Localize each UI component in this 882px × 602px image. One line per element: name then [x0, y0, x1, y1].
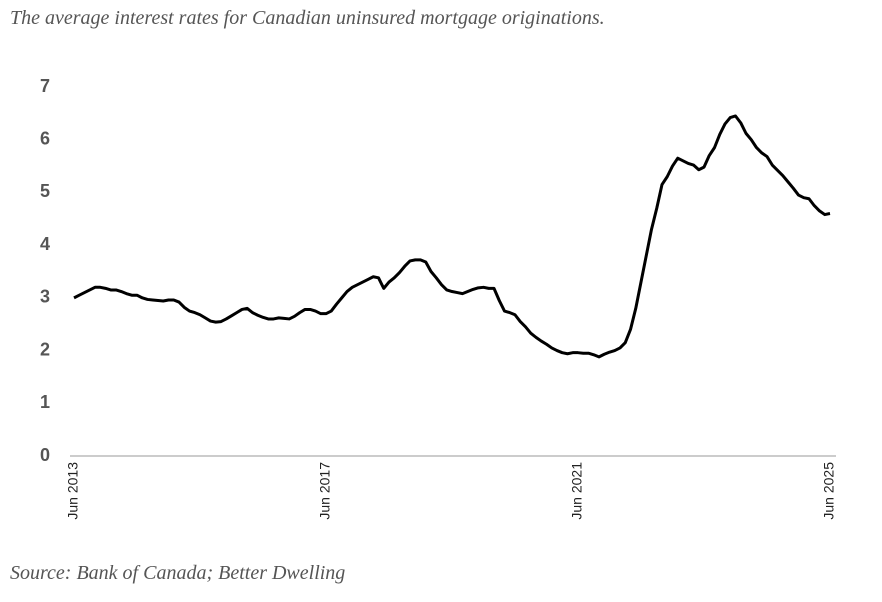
source-note: Source: Bank of Canada; Better Dwelling: [10, 562, 345, 584]
x-tick-label: Jun 2013: [65, 462, 81, 520]
chart-title: The average interest rates for Canadian …: [10, 7, 605, 29]
y-tick-label: 5: [40, 181, 50, 201]
y-tick-label: 7: [40, 76, 50, 96]
x-tick-label: Jun 2021: [569, 462, 585, 520]
y-tick-label: 1: [40, 392, 50, 412]
data-line: [73, 114, 831, 359]
x-tick-label: Jun 2017: [317, 462, 333, 520]
y-tick-label: 4: [40, 234, 50, 254]
y-tick-label: 3: [40, 287, 50, 307]
y-tick-label: 6: [40, 128, 50, 148]
y-tick-label: 0: [40, 445, 50, 465]
y-tick-label: 2: [40, 339, 50, 359]
x-tick-label: Jun 2025: [821, 462, 837, 520]
